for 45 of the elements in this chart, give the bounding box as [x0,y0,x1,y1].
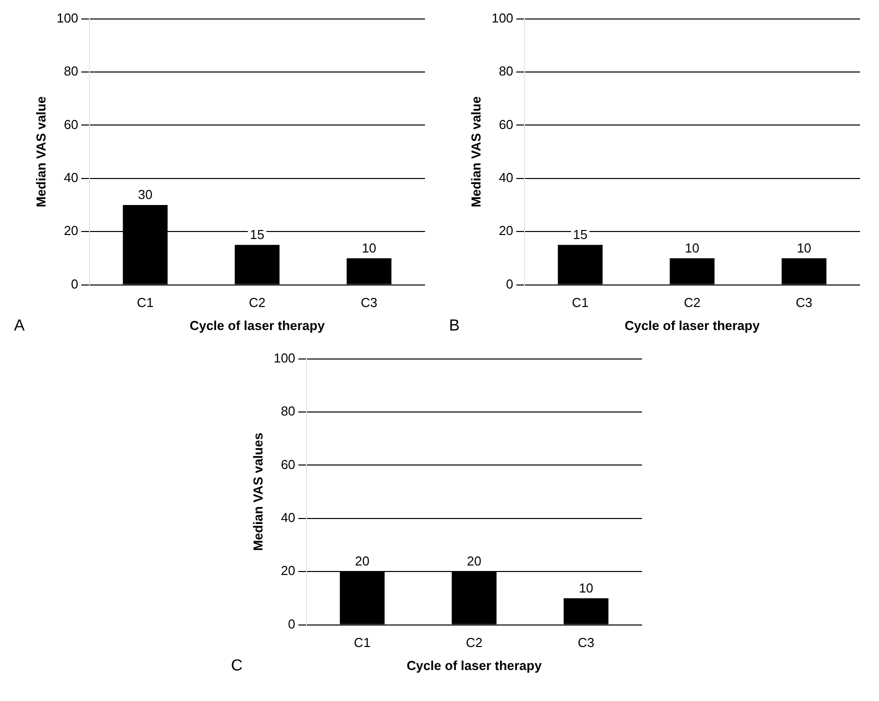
y-tick-label: 0 [506,276,513,292]
x-tick-label: C3 [578,635,594,650]
data-label: 30 [138,187,152,202]
y-tick-label: 60 [63,116,78,132]
data-label: 20 [466,554,482,569]
text: A [14,317,24,334]
x-tick-label: C3 [360,295,377,310]
x-tick-label: C2 [248,295,265,310]
y-tick-label: 60 [498,116,513,132]
y-tick-label: 60 [280,456,296,472]
y-tick-label: 0 [70,276,78,292]
text: B [448,317,460,334]
x-tick-label: C2 [683,295,700,310]
data-label: 15 [249,226,264,242]
data-label: 20 [355,554,370,569]
data-label: 10 [361,240,376,256]
x-tick-label: C2 [466,635,482,650]
y-axis-title: Median VAS value [468,96,483,208]
data-label: 10 [796,240,811,256]
y-tick-label: 80 [63,64,78,79]
x-tick-label: C1 [136,295,154,310]
data-label: 10 [684,240,699,256]
y-tick-label: 100 [274,350,296,366]
x-tick-label: C1 [571,295,588,310]
x-tick-label: C3 [795,295,812,310]
y-tick-label: 100 [491,10,513,26]
x-axis-title: Cycle of laser therapy [189,318,325,333]
y-tick-label: 40 [280,510,296,525]
y-tick-label: 80 [280,404,296,419]
text: C [231,657,243,674]
x-axis-title: Cycle of laser therapy [624,318,760,333]
y-tick-label: 100 [56,10,78,26]
x-tick-label: C1 [354,635,371,650]
y-tick-label: 40 [498,170,513,185]
y-tick-label: 40 [63,170,78,185]
x-axis-title: Cycle of laser therapy [406,658,542,673]
data-label: 15 [572,226,587,242]
y-tick-label: 20 [63,223,78,238]
y-tick-label: 20 [280,563,296,578]
y-axis-title: Median VAS value [32,96,48,208]
y-tick-label: 20 [498,223,513,238]
y-axis-title: Median VAS values [250,432,266,551]
y-tick-label: 80 [498,64,513,79]
data-label: 10 [578,580,594,596]
y-tick-label: 0 [288,616,296,632]
